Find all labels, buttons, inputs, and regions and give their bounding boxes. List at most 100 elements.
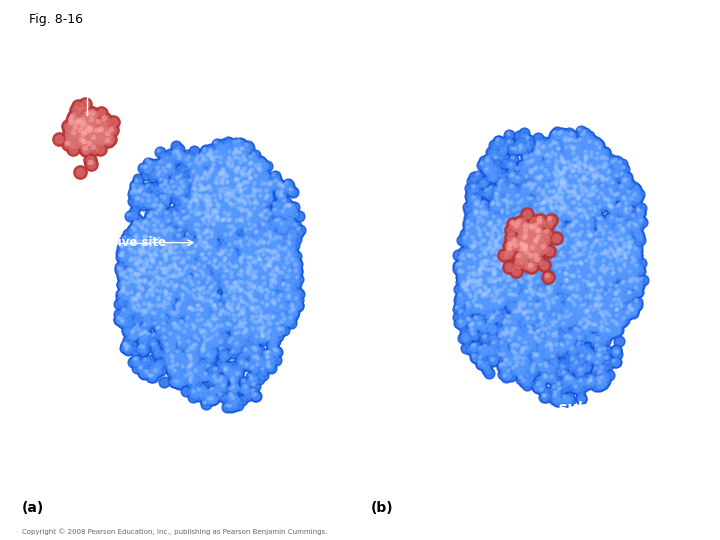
Point [585, 190, 596, 199]
Point [462, 267, 474, 276]
Point [506, 256, 518, 265]
Point [480, 165, 492, 174]
Point [264, 259, 275, 268]
Point [508, 333, 520, 342]
Point [188, 262, 199, 271]
Point [532, 145, 544, 153]
Point [588, 241, 599, 250]
Point [260, 272, 271, 281]
Point [510, 329, 521, 338]
Point [568, 186, 580, 195]
Point [138, 287, 149, 296]
Point [235, 160, 247, 169]
Point [214, 156, 225, 165]
Point [184, 242, 196, 251]
Point [504, 244, 516, 253]
Point [216, 311, 228, 320]
Point [235, 190, 247, 199]
Point [264, 261, 275, 270]
Point [539, 189, 550, 198]
Point [248, 204, 260, 212]
Point [546, 289, 557, 298]
Point [271, 258, 282, 266]
Point [267, 260, 279, 268]
Point [153, 265, 164, 273]
Point [580, 142, 591, 151]
Point [164, 186, 176, 195]
Point [613, 299, 625, 307]
Point [251, 275, 262, 284]
Point [568, 293, 580, 302]
Point [588, 304, 599, 313]
Point [184, 377, 196, 386]
Point [260, 265, 271, 273]
Point [81, 114, 93, 123]
Point [177, 179, 189, 188]
Point [590, 296, 602, 305]
Point [231, 331, 243, 340]
Point [145, 253, 156, 262]
Point [517, 279, 528, 288]
Point [222, 160, 233, 169]
Point [284, 279, 295, 287]
Point [227, 164, 238, 172]
Point [125, 237, 137, 246]
Point [485, 211, 496, 220]
Point [531, 143, 542, 151]
Point [264, 235, 275, 244]
Point [509, 279, 521, 288]
Point [190, 341, 202, 350]
Point [210, 175, 222, 184]
Point [553, 300, 564, 308]
Point [160, 325, 171, 333]
Point [168, 246, 180, 255]
Point [191, 310, 202, 319]
Point [69, 140, 81, 149]
Point [521, 192, 532, 201]
Point [290, 221, 302, 230]
Point [162, 268, 174, 276]
Point [500, 332, 512, 340]
Point [474, 285, 486, 294]
Point [473, 211, 485, 219]
Point [170, 265, 181, 273]
Point [129, 207, 140, 216]
Point [507, 265, 518, 274]
Point [245, 212, 256, 221]
Point [495, 299, 506, 308]
Point [508, 319, 519, 328]
Point [559, 392, 570, 400]
Point [241, 241, 253, 250]
Point [161, 277, 173, 286]
Point [194, 158, 206, 166]
Point [523, 360, 535, 368]
Point [236, 384, 248, 393]
Point [170, 274, 181, 282]
Point [622, 238, 634, 246]
Point [602, 177, 613, 185]
Point [199, 328, 210, 336]
Point [574, 386, 585, 395]
Point [519, 290, 531, 299]
Point [182, 315, 194, 323]
Point [290, 293, 302, 302]
Point [522, 173, 534, 182]
Point [510, 264, 521, 273]
Point [540, 163, 552, 171]
Point [569, 296, 580, 305]
Point [531, 288, 543, 297]
Point [204, 327, 215, 336]
Point [240, 196, 251, 205]
Point [126, 304, 138, 313]
Point [253, 259, 264, 267]
Point [153, 217, 164, 226]
Point [153, 213, 164, 222]
Point [525, 237, 536, 246]
Point [556, 171, 567, 179]
Point [452, 261, 464, 270]
Point [235, 261, 247, 269]
Point [269, 172, 281, 180]
Point [197, 347, 209, 355]
Point [489, 264, 500, 273]
Point [198, 175, 210, 184]
